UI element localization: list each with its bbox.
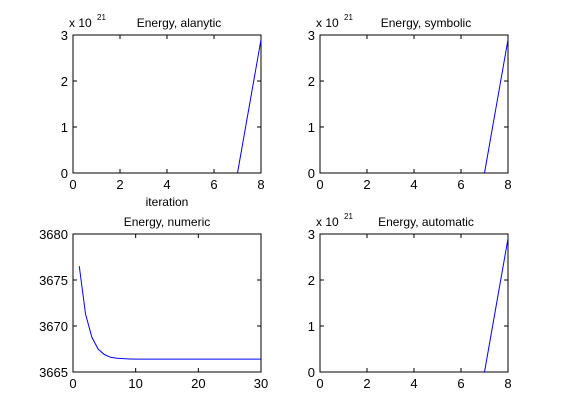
x-tick-label: 20 [191,376,205,391]
subplot-title: Energy, automatic [378,215,474,229]
x-tick-label: 2 [363,177,370,192]
x-tick-label: 0 [69,376,76,391]
y-tick-label: 1 [308,120,315,135]
x-tick-label: 2 [363,376,370,391]
y-tick-label: 0 [308,166,315,181]
subplot-energy-automatic: 0 2 4 6 8 0 1 2 3x 10 21 Energy, automatic [308,212,512,391]
x-tick-label: 10 [128,376,142,391]
y-tick-label: 3665 [39,365,68,380]
y-tick-label: 1 [61,120,68,135]
series-line [78,266,261,360]
y-tick-label: 1 [308,319,315,334]
subplot-energy-alanytic: 0 2 4 6 8 0 1 2 3x 10 21 Energy, alanytic iteration [61,13,265,209]
y-tick-label: 0 [308,365,315,380]
x-tick-label: 6 [457,177,464,192]
x-tick-label: 8 [504,177,511,192]
x-tick-label: 0 [316,177,323,192]
x-tick-label: 4 [163,177,170,192]
x-tick-label: 4 [410,376,417,391]
x-axis-label: iteration [146,195,189,209]
y-tick-label: 2 [308,273,315,288]
x-tick-label: 4 [410,177,417,192]
y-exponent-label: x 10 [69,16,92,30]
subplot-title: Energy, alanytic [137,16,222,30]
y-tick-label: 3670 [39,319,68,334]
y-exponent-label: x 10 [316,215,339,229]
axes-box [319,233,509,373]
y-tick-label: 3 [308,28,315,43]
x-tick-label: 30 [254,376,268,391]
y-tick-label: 2 [61,74,68,89]
subplot-energy-numeric: 0 10 20 30 3665 3670 3675 3680 Energy, numeric [39,215,268,391]
y-tick-label: 2 [308,74,315,89]
y-tick-label: 3 [61,28,68,43]
x-tick-label: 6 [210,177,217,192]
y-tick-label: 3 [308,227,315,242]
series-line [484,238,509,373]
x-tick-label: 6 [457,376,464,391]
x-tick-label: 8 [257,177,264,192]
subplot-energy-symbolic: 0 2 4 6 8 0 1 2 3x 10 21 Energy, symbolic [308,13,512,192]
axes-box [72,233,262,373]
y-exponent-label: x 10 [316,16,339,30]
axes-box [72,34,262,174]
x-tick-label: 2 [116,177,123,192]
y-exponent-power: 21 [344,13,353,22]
x-tick-label: 0 [69,177,76,192]
y-exponent-power: 21 [97,13,106,22]
x-tick-label: 8 [504,376,511,391]
series-line [484,39,509,174]
subplot-title: Energy, numeric [124,215,210,229]
y-tick-label: 3675 [39,273,68,288]
subplot-title: Energy, symbolic [381,16,471,30]
y-tick-label: 0 [61,166,68,181]
axes-box [319,34,509,174]
y-exponent-power: 21 [344,212,353,221]
y-tick-label: 3680 [39,227,68,242]
series-line [237,39,262,174]
x-tick-label: 0 [316,376,323,391]
